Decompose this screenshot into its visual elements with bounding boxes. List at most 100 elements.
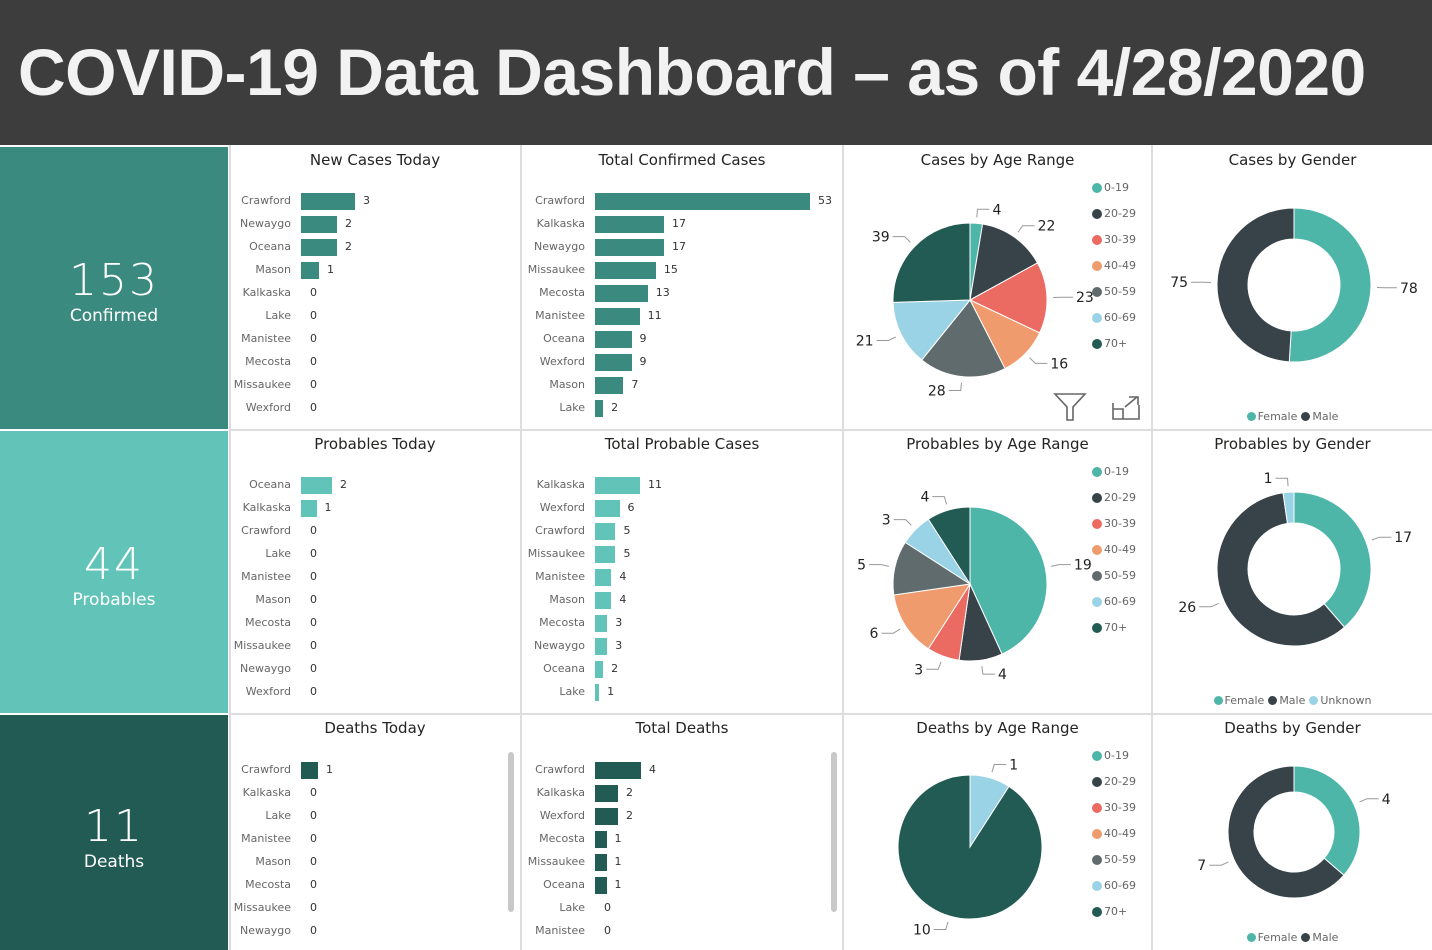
kpi-confirmed[interactable]: 153 Confirmed — [0, 147, 228, 429]
legend-item[interactable]: 60-69 — [1092, 311, 1136, 337]
chart-probables-by-gender[interactable]: Probables by Gender 17 26 1 Female Male Unknow… — [1153, 431, 1432, 713]
slice-male[interactable] — [1216, 207, 1295, 363]
legend-label: 50-59 — [1104, 285, 1136, 298]
chart-total-deaths[interactable]: Total Deaths Crawford 4 Kalkaska 2 Wexford 2 Me… — [522, 715, 842, 950]
legend-item[interactable]: 40-49 — [1092, 259, 1136, 285]
legend-item[interactable]: 70+ — [1092, 621, 1136, 647]
legend-item[interactable]: 30-39 — [1092, 233, 1136, 259]
legend-item[interactable]: 20-29 — [1092, 775, 1136, 801]
bar-kalkaska[interactable] — [595, 785, 618, 802]
bar-mason[interactable] — [301, 262, 319, 279]
legend-item[interactable]: 0-19 — [1092, 749, 1136, 775]
legend-item[interactable]: 30-39 — [1092, 517, 1136, 543]
slice-female[interactable] — [1288, 207, 1372, 363]
bar-wexford[interactable] — [595, 500, 620, 517]
slice-50-59[interactable] — [921, 299, 1006, 378]
slice-male[interactable] — [1216, 492, 1346, 647]
bar-mecosta[interactable] — [595, 285, 648, 302]
legend-item[interactable]: Female — [1213, 694, 1264, 707]
legend-item[interactable]: 50-59 — [1092, 853, 1136, 879]
chart-cases-by-age-range[interactable]: Cases by Age Range 4 22 23 16 28 21 39 0-19 20-29… — [844, 147, 1151, 429]
bar-mecosta[interactable] — [595, 831, 607, 848]
legend-item[interactable]: 70+ — [1092, 337, 1136, 363]
legend-label: 70+ — [1104, 905, 1128, 918]
legend-item[interactable]: Male — [1301, 931, 1338, 944]
slice-70[interactable] — [892, 222, 971, 303]
chart-probables-today[interactable]: Probables Today Oceana 2 Kalkaska 1 Crawford 0… — [231, 431, 519, 713]
bar-newaygo[interactable] — [301, 216, 337, 233]
legend-item[interactable]: 50-59 — [1092, 569, 1136, 595]
bar-oceana[interactable] — [301, 239, 337, 256]
slice-unknown[interactable] — [1282, 491, 1295, 525]
kpi-probables[interactable]: 44 Probables — [0, 431, 228, 713]
slice-0-19[interactable] — [969, 506, 1048, 655]
bar-missaukee[interactable] — [595, 854, 607, 871]
bar-wexford[interactable] — [595, 354, 632, 371]
legend-item[interactable]: 40-49 — [1092, 543, 1136, 569]
legend-item[interactable]: 20-29 — [1092, 491, 1136, 517]
chart-deaths-today[interactable]: Deaths Today Crawford 1 Kalkaska 0 Lake 0 Manis… — [231, 715, 519, 950]
slice-male[interactable] — [1227, 765, 1345, 899]
bar-kalkaska[interactable] — [595, 477, 640, 494]
legend-item[interactable]: 30-39 — [1092, 801, 1136, 827]
bar-newaygo[interactable] — [595, 638, 608, 655]
bar-wexford[interactable] — [595, 808, 618, 825]
legend-item[interactable]: Female — [1246, 931, 1297, 944]
bar-oceana[interactable] — [595, 331, 632, 348]
legend-item[interactable]: Female — [1246, 410, 1297, 423]
slice-30-39[interactable] — [968, 262, 1048, 334]
chart-total-confirmed-cases[interactable]: Total Confirmed Cases Crawford 53 Kalkaska 1… — [522, 147, 842, 429]
bar-mason[interactable] — [595, 377, 624, 394]
legend-item[interactable]: 0-19 — [1092, 465, 1136, 491]
chart-new-cases-today[interactable]: New Cases Today Crawford 3 Newaygo 2 Oceana 2 M… — [231, 147, 519, 429]
legend-label: 20-29 — [1104, 491, 1136, 504]
legend-item[interactable]: 60-69 — [1092, 595, 1136, 621]
scrollbar[interactable] — [508, 752, 514, 912]
bar-mason[interactable] — [595, 592, 612, 609]
kpi-deaths[interactable]: 11 Deaths — [0, 715, 228, 950]
bar-kalkaska[interactable] — [595, 216, 664, 233]
bar-kalkaska[interactable] — [301, 500, 317, 517]
slice-20-29[interactable] — [969, 223, 1039, 301]
bar-crawford[interactable] — [595, 762, 641, 779]
legend-item[interactable]: 40-49 — [1092, 827, 1136, 853]
bar-mecosta[interactable] — [595, 615, 608, 632]
bar-oceana[interactable] — [595, 661, 604, 678]
bar-oceana[interactable] — [595, 877, 607, 894]
bar-crawford[interactable] — [301, 762, 318, 779]
bar-manistee[interactable] — [595, 308, 640, 325]
slice-female[interactable] — [1293, 765, 1361, 876]
legend-item[interactable]: 50-59 — [1092, 285, 1136, 311]
chart-total-probable-cases[interactable]: Total Probable Cases Kalkaska 11 Wexford 6 Cr… — [522, 431, 842, 713]
filter-icon[interactable] — [1053, 392, 1087, 422]
scrollbar[interactable] — [831, 752, 837, 912]
bar-crawford[interactable] — [595, 193, 810, 210]
bar-missaukee[interactable] — [595, 546, 616, 563]
bar-crawford[interactable] — [595, 523, 616, 540]
legend-item[interactable]: Male — [1268, 694, 1305, 707]
bar-oceana[interactable] — [301, 477, 332, 494]
legend-item[interactable]: Unknown — [1309, 694, 1371, 707]
slice-40-49[interactable] — [893, 583, 972, 650]
slice-60-69[interactable] — [892, 299, 972, 361]
bar-lake[interactable] — [595, 684, 600, 701]
slice-female[interactable] — [1293, 491, 1372, 628]
slice-70[interactable] — [927, 506, 971, 586]
chart-deaths-by-age-range[interactable]: Deaths by Age Range 1 10 0-19 20-29 30-39 40-4… — [844, 715, 1151, 950]
bar-manistee[interactable] — [595, 569, 612, 586]
chart-probables-by-age-range[interactable]: Probables by Age Range 19 4 3 6 5 3 4 0-19 20-29 3… — [844, 431, 1151, 713]
legend-item[interactable]: 60-69 — [1092, 879, 1136, 905]
bar-crawford[interactable] — [301, 193, 355, 210]
legend-item[interactable]: 70+ — [1092, 905, 1136, 931]
kpi-confirmed-value: 153 — [69, 255, 159, 306]
bar-newaygo[interactable] — [595, 239, 664, 256]
legend-item[interactable]: 0-19 — [1092, 181, 1136, 207]
legend-item[interactable]: 20-29 — [1092, 207, 1136, 233]
chart-cases-by-gender[interactable]: Cases by Gender 78 75 Female Male — [1153, 147, 1432, 429]
chart-deaths-by-gender[interactable]: Deaths by Gender 4 7 Female Male — [1153, 715, 1432, 950]
slice-70[interactable] — [897, 774, 1043, 920]
focus-mode-icon[interactable] — [1111, 395, 1141, 421]
bar-missaukee[interactable] — [595, 262, 656, 279]
bar-lake[interactable] — [595, 400, 604, 417]
legend-item[interactable]: Male — [1301, 410, 1338, 423]
